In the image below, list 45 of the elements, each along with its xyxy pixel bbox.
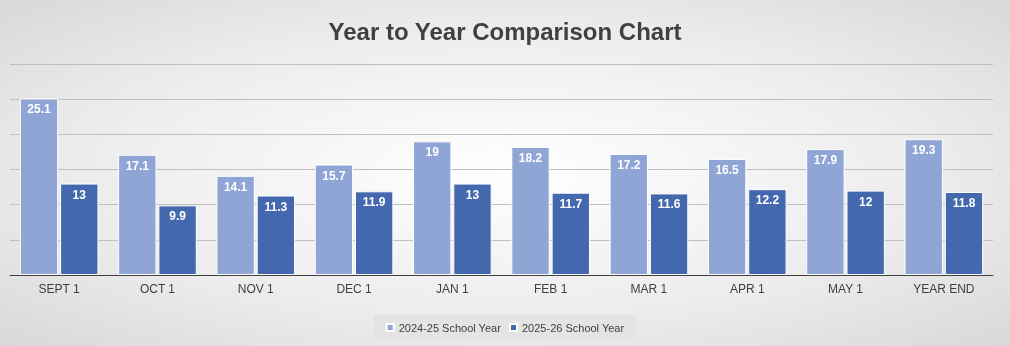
bar <box>707 158 747 275</box>
data-label: 19 <box>425 145 440 160</box>
x-tick-label: YEAR END <box>913 282 975 296</box>
chart-title: Year to Year Comparison Chart <box>328 17 682 45</box>
bar <box>904 139 943 275</box>
data-label: 11.9 <box>362 195 386 210</box>
data-label: 17.9 <box>813 153 838 168</box>
bar <box>649 193 689 275</box>
bar <box>944 192 984 275</box>
bar <box>609 154 648 275</box>
legend-label: 2024-25 School Year <box>398 321 502 334</box>
x-tick-label: DEC 1 <box>336 282 373 296</box>
x-tick-label: FEB 1 <box>533 282 568 296</box>
data-label: 17.1 <box>125 158 150 173</box>
data-label: 13 <box>72 187 87 202</box>
bar <box>748 189 787 275</box>
bar <box>355 191 394 275</box>
data-label: 18.2 <box>518 150 543 165</box>
data-label: 25.1 <box>27 102 52 117</box>
x-tick-label: SEPT 1 <box>38 282 81 296</box>
x-tick-label: MAR 1 <box>630 282 668 296</box>
bar <box>19 98 59 275</box>
data-label: 11.7 <box>559 196 583 211</box>
x-tick-label: NOV 1 <box>237 282 275 296</box>
data-label: 13 <box>465 187 480 202</box>
data-label: 11.8 <box>952 196 976 211</box>
data-label: 9.9 <box>169 209 187 224</box>
bar <box>256 195 296 275</box>
data-label: 11.3 <box>264 199 288 214</box>
data-label: 15.7 <box>322 168 346 183</box>
data-label: 12 <box>859 194 873 209</box>
data-label: 11.6 <box>657 197 681 212</box>
x-tick-label: OCT 1 <box>139 282 176 296</box>
legend-label: 2025-26 School Year <box>522 321 625 334</box>
bar <box>60 183 99 275</box>
bar <box>216 175 255 275</box>
data-label: 17.2 <box>617 158 641 173</box>
data-label: 12.2 <box>755 193 780 208</box>
data-label: 19.3 <box>912 143 936 158</box>
x-tick-label: APR 1 <box>729 282 765 296</box>
bar <box>314 164 354 275</box>
data-label: 14.1 <box>223 179 248 194</box>
data-label: 16.5 <box>715 162 740 177</box>
x-tick-label: JAN 1 <box>436 282 470 296</box>
x-tick-label: MAY 1 <box>828 282 864 296</box>
